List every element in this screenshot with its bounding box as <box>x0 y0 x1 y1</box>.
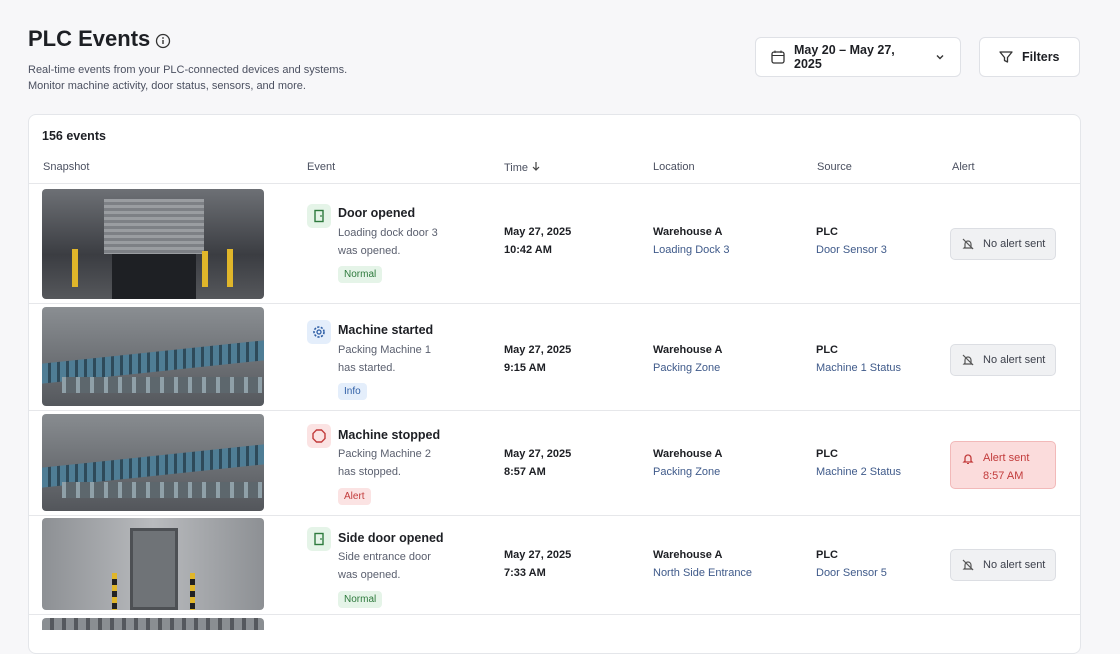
divider <box>29 303 1080 304</box>
date: May 27, 2025 <box>504 226 572 238</box>
area: North Side Entrance <box>653 567 753 579</box>
device: Machine 1 Status <box>816 362 901 374</box>
alert-time: 8:57 AM <box>983 470 1024 482</box>
alert-status: No alert sent <box>950 228 1056 260</box>
alert-text: No alert sent <box>983 354 1046 366</box>
column-header: Snapshot <box>43 161 90 173</box>
time: 10:42 AM <box>504 244 552 256</box>
device: Door Sensor 3 <box>816 244 887 256</box>
divider <box>29 410 1080 411</box>
divider <box>29 183 1080 184</box>
door-icon <box>307 204 331 228</box>
status-badge: Alert <box>338 488 371 505</box>
snapshot <box>42 414 264 511</box>
event-row[interactable]: Side door opened Side entrance door was … <box>29 516 1080 614</box>
status-badge: Normal <box>338 591 383 608</box>
alert-status: No alert sent <box>950 344 1056 376</box>
alert-status: Alert sent 8:57 AM <box>950 441 1056 489</box>
date: May 27, 2025 <box>504 344 572 356</box>
page-title: PLC Events <box>28 26 151 51</box>
filters-label: Filters <box>1022 50 1060 64</box>
event-description: was opened. <box>338 569 401 581</box>
event-description: was opened. <box>338 245 401 257</box>
event-title: Machine started <box>338 323 434 337</box>
event-row[interactable]: Machine started Packing Machine 1 has st… <box>29 304 1080 410</box>
door-icon <box>307 527 331 551</box>
calendar-icon <box>771 50 785 64</box>
column-header: Source <box>817 161 852 173</box>
area: Packing Zone <box>653 466 721 478</box>
alert-text: No alert sent <box>983 238 1046 250</box>
event-row[interactable]: Machine stopped Packing Machine 2 has st… <box>29 411 1080 515</box>
event-title: Side door opened <box>338 531 444 545</box>
location: Warehouse A <box>653 344 723 356</box>
column-header: Location <box>653 161 695 173</box>
area: Packing Zone <box>653 362 721 374</box>
event-row[interactable]: Door opened Loading dock door 3 was open… <box>29 184 1080 303</box>
location: Warehouse A <box>653 549 723 561</box>
gear-icon <box>307 320 331 344</box>
source: PLC <box>816 549 838 561</box>
time: 8:57 AM <box>504 466 546 478</box>
snapshot <box>42 618 264 630</box>
column-header[interactable]: Time <box>504 161 541 174</box>
column-header: Event <box>307 161 336 173</box>
event-title: Machine stopped <box>338 428 441 442</box>
device: Door Sensor 5 <box>816 567 887 579</box>
column-header: Alert <box>952 161 975 173</box>
date-range: May 20 – May 27, 2025 <box>794 43 895 71</box>
date: May 27, 2025 <box>504 448 572 460</box>
stop-icon <box>307 424 331 448</box>
event-description: Loading dock door 3 <box>338 227 438 239</box>
event-count: 156 events <box>42 129 106 143</box>
divider <box>29 614 1080 615</box>
date: May 27, 2025 <box>504 549 572 561</box>
event-description: Side entrance door <box>338 551 431 563</box>
subtitle: Monitor machine activity, door status, s… <box>28 80 306 92</box>
page: PLC Events Real-time events from your PL… <box>28 26 1081 654</box>
event-description: Packing Machine 2 <box>338 448 431 460</box>
area: Loading Dock 3 <box>653 244 730 256</box>
time: 7:33 AM <box>504 567 546 579</box>
source: PLC <box>816 448 838 460</box>
column-header-label: Time <box>504 162 529 174</box>
subtitle: Real-time events from your PLC-connected… <box>28 64 348 76</box>
filters-button[interactable]: Filters <box>979 37 1080 77</box>
location: Warehouse A <box>653 448 723 460</box>
alert-text: No alert sent <box>983 559 1046 571</box>
event-description: has stopped. <box>338 466 401 478</box>
snapshot <box>42 518 264 610</box>
status-badge: Info <box>338 383 367 400</box>
sort-icon <box>532 162 540 171</box>
date-range-button[interactable]: May 20 – May 27, 2025 <box>755 37 961 77</box>
snapshot <box>42 307 264 406</box>
source: PLC <box>816 344 838 356</box>
device: Machine 2 Status <box>816 466 901 478</box>
status-badge: Normal <box>338 266 383 283</box>
snapshot <box>42 189 264 299</box>
time: 9:15 AM <box>504 362 546 374</box>
chevron <box>936 55 944 60</box>
event-description: Packing Machine 1 <box>338 344 431 356</box>
event-description: has started. <box>338 362 396 374</box>
alert-status: No alert sent <box>950 549 1056 581</box>
divider <box>29 515 1080 516</box>
alert-text: Alert sent <box>983 452 1030 464</box>
filter-icon <box>999 51 1013 63</box>
source: PLC <box>816 226 838 238</box>
location: Warehouse A <box>653 226 723 238</box>
info-icon[interactable] <box>155 33 171 49</box>
event-title: Door opened <box>338 206 416 220</box>
